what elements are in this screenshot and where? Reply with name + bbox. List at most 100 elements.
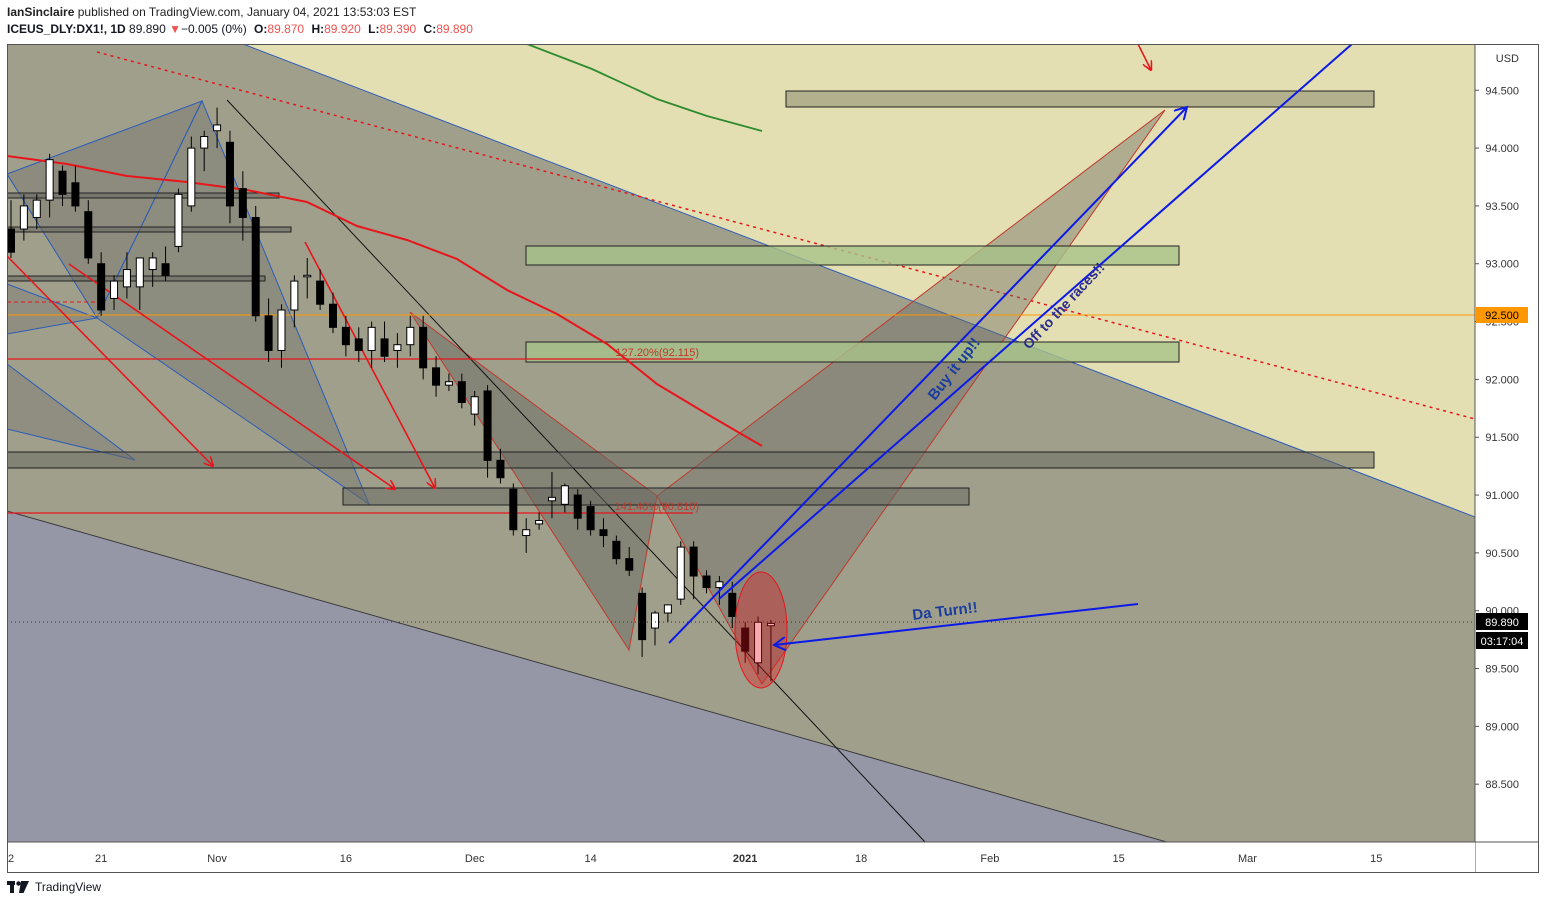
candle-down[interactable] — [483, 390, 492, 461]
candle-down[interactable] — [432, 367, 441, 386]
candle-up[interactable] — [715, 581, 724, 589]
candle-down[interactable] — [161, 263, 170, 276]
last-price: 89.890 — [129, 22, 166, 36]
candle-up[interactable] — [754, 621, 763, 664]
candle-down[interactable] — [7, 228, 15, 253]
candle-up[interactable] — [122, 269, 131, 288]
candle-up[interactable] — [547, 496, 556, 502]
published-text: published on TradingView.com, January 04… — [77, 5, 417, 19]
candle-down[interactable] — [354, 338, 363, 351]
candle-down[interactable] — [329, 303, 337, 328]
candle-down[interactable] — [457, 381, 466, 404]
candle-down[interactable] — [573, 494, 582, 519]
time-tick-label: 2021 — [733, 853, 757, 865]
published-line: IanSinclaire published on TradingView.co… — [7, 5, 416, 19]
candle-up[interactable] — [277, 309, 286, 351]
candle-down[interactable] — [741, 627, 750, 652]
tradingview-logo-icon[interactable] — [7, 880, 29, 894]
candle-up[interactable] — [470, 396, 479, 415]
candle-down[interactable] — [638, 592, 647, 641]
candle-down[interactable] — [316, 280, 325, 305]
candle-up[interactable] — [200, 136, 209, 149]
candle-down[interactable] — [251, 216, 260, 317]
candle-up[interactable] — [135, 257, 144, 288]
candle-up[interactable] — [187, 147, 196, 207]
symbol-label[interactable]: ICEUS_DLY:DX1!, 1D — [7, 22, 126, 36]
candle-up[interactable] — [663, 604, 672, 614]
countdown-badge — [1476, 632, 1528, 649]
close-value: 89.890 — [436, 22, 473, 36]
red-arrow-1 — [7, 255, 213, 466]
harmonic-triangle-2 — [96, 99, 371, 506]
candle-down[interactable] — [264, 315, 273, 351]
low-value: 89.390 — [379, 22, 417, 36]
fib-1414-label: 141.40%(90.810) — [615, 501, 699, 513]
channel-top-line — [242, 44, 1475, 518]
close-label: C: — [423, 22, 437, 36]
candle-up[interactable] — [522, 529, 531, 537]
candle-up[interactable] — [651, 612, 659, 629]
candle-down[interactable] — [586, 506, 595, 531]
zone-92-2 — [525, 341, 1180, 363]
low-label: L: — [368, 22, 380, 36]
candle-down[interactable] — [702, 575, 711, 589]
candle-up[interactable] — [19, 205, 28, 230]
candle-up[interactable] — [560, 485, 569, 505]
channel-bottom-line — [7, 510, 1169, 842]
time-tick-label: 2 — [8, 853, 14, 865]
candle-down[interactable] — [509, 488, 518, 531]
candle-up[interactable] — [32, 199, 41, 218]
candle-down[interactable] — [84, 211, 93, 259]
candle-down[interactable] — [71, 182, 80, 207]
candle-down[interactable] — [599, 529, 608, 537]
candle-up[interactable] — [393, 344, 402, 351]
candle-down[interactable] — [97, 263, 106, 311]
price-tick-label: 94.000 — [1485, 143, 1519, 155]
green-moving-average — [526, 44, 763, 132]
price-chart[interactable]: 127.20%(92.115) 141.40%(90.810) Buy it u… — [7, 44, 1539, 873]
blue-arrow-turn — [774, 603, 1139, 645]
candle-up[interactable] — [148, 257, 157, 271]
ohlc-legend: ICEUS_DLY:DX1!, 1D 89.890 ▼−0.005 (0%) O… — [7, 22, 473, 36]
zone-91-3 — [7, 451, 1375, 469]
candle-up[interactable] — [367, 326, 376, 351]
candle-up[interactable] — [290, 280, 299, 311]
open-value: 89.870 — [267, 22, 305, 36]
time-axis[interactable] — [7, 842, 1475, 873]
candle-up[interactable] — [766, 622, 775, 627]
candle-down[interactable] — [419, 326, 428, 369]
axis-currency: USD — [1496, 53, 1519, 65]
candle-up[interactable] — [535, 519, 544, 525]
candle-down[interactable] — [496, 459, 505, 479]
candle-up[interactable] — [213, 124, 222, 132]
candle-down[interactable] — [689, 546, 698, 577]
time-tick-label: Mar — [1238, 853, 1257, 865]
candle-down[interactable] — [58, 170, 67, 195]
red-arrow-3 — [304, 241, 435, 488]
price-axis[interactable] — [1475, 44, 1539, 842]
candle-down[interactable] — [728, 592, 737, 617]
candle-down[interactable] — [612, 540, 621, 560]
footer-brand[interactable]: TradingView — [35, 880, 102, 894]
time-tick-label: Nov — [207, 853, 227, 865]
candle-up[interactable] — [676, 546, 685, 600]
fib-1272-label: 127.20%(92.115) — [615, 347, 699, 359]
price-tick-label: 89.500 — [1485, 664, 1519, 676]
price-tick-label: 89.000 — [1485, 721, 1519, 733]
author-name[interactable]: IanSinclaire — [7, 5, 75, 19]
price-tick-label: 90.500 — [1485, 548, 1519, 560]
candle-down[interactable] — [238, 188, 247, 218]
red-arrow-top — [1137, 44, 1151, 70]
candle-up[interactable] — [444, 381, 453, 386]
candle-down[interactable] — [341, 326, 350, 346]
candle-up[interactable] — [406, 326, 415, 346]
candle-up[interactable] — [174, 193, 183, 247]
candle-up[interactable] — [110, 280, 119, 299]
candle-up[interactable] — [303, 274, 312, 278]
high-value: 89.920 — [324, 22, 361, 36]
candle-down[interactable] — [625, 558, 634, 571]
candle-up[interactable] — [45, 159, 54, 201]
candle-down[interactable] — [225, 141, 234, 207]
candle-down[interactable] — [380, 338, 389, 357]
candlestick-series[interactable] — [7, 107, 775, 682]
